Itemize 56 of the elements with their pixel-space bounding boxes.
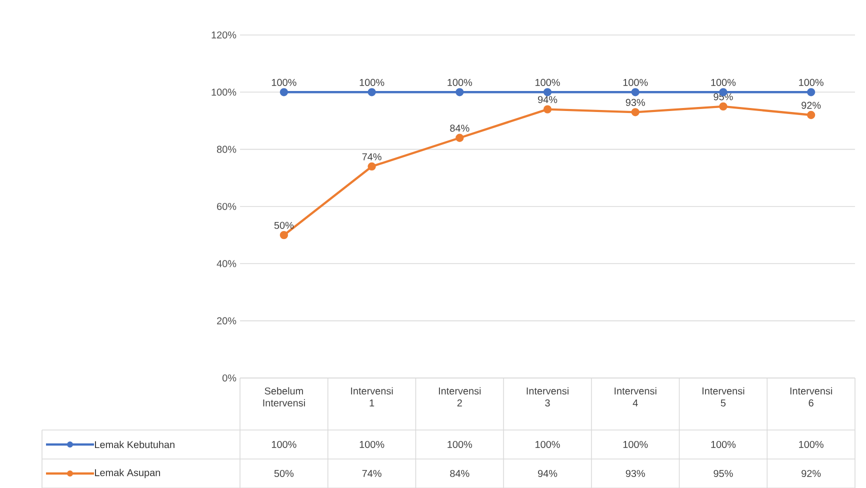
point	[719, 102, 728, 110]
data-label: 94%	[538, 470, 558, 477]
x-tick-label: Sebelum Intervensi	[263, 387, 305, 406]
y-tick-label: 60%	[217, 202, 236, 210]
data-label: 100%	[272, 440, 296, 448]
text: 50%	[274, 222, 294, 229]
text: 84%	[450, 124, 470, 132]
data-label: 93%	[626, 470, 645, 477]
y-tick-label: 120%	[212, 31, 236, 38]
data-label: 100%	[536, 440, 560, 448]
data-label: 84%	[450, 470, 470, 477]
point	[456, 134, 464, 142]
point	[280, 88, 288, 96]
x-tick-label: Intervensi 4	[614, 387, 656, 406]
text: 92%	[802, 102, 821, 109]
point	[631, 108, 640, 116]
data-label: 100%	[360, 440, 384, 448]
y-tick-label: 20%	[217, 317, 236, 324]
text: 100%	[623, 78, 648, 86]
data-label: 92%	[802, 470, 821, 477]
y-tick-label: 0%	[222, 374, 236, 382]
x-tick-label: Intervensi 5	[702, 387, 744, 406]
y-tick-label: 100%	[212, 88, 236, 96]
x-tick-label: Intervensi 3	[526, 387, 568, 406]
legend-label: Lemak Kebutuhan	[95, 440, 174, 448]
text: 94%	[538, 96, 558, 103]
text: 93%	[626, 98, 645, 106]
data-label: 100%	[623, 440, 648, 448]
point	[806, 88, 816, 96]
x-tick-label: Intervensi 6	[790, 387, 832, 406]
text: 100%	[360, 78, 384, 86]
text: 100%	[272, 78, 296, 86]
point	[543, 88, 552, 96]
text: 100%	[536, 78, 560, 86]
legend-label: Lemak Asupan	[95, 468, 160, 478]
data-label: 50%	[274, 470, 294, 477]
text: 100%	[711, 78, 736, 86]
text: 100%	[448, 78, 472, 86]
x-tick-label: Intervensi 2	[438, 387, 481, 406]
x-tick-label: Intervensi 1	[351, 387, 393, 406]
text: 100%	[799, 78, 824, 86]
y-tick-label: 80%	[216, 146, 236, 153]
data-label: 100%	[799, 440, 824, 448]
point	[368, 88, 376, 96]
point	[631, 88, 640, 96]
point	[456, 88, 464, 96]
data-label: 100%	[448, 440, 472, 448]
text: 74%	[362, 153, 382, 160]
point	[543, 105, 552, 114]
point	[368, 162, 376, 170]
data-label: 74%	[362, 470, 382, 477]
data-label: 95%	[714, 470, 733, 477]
y-tick-label: 40%	[216, 260, 236, 267]
data-label: 100%	[711, 440, 736, 448]
point	[806, 110, 816, 119]
point	[280, 230, 288, 239]
